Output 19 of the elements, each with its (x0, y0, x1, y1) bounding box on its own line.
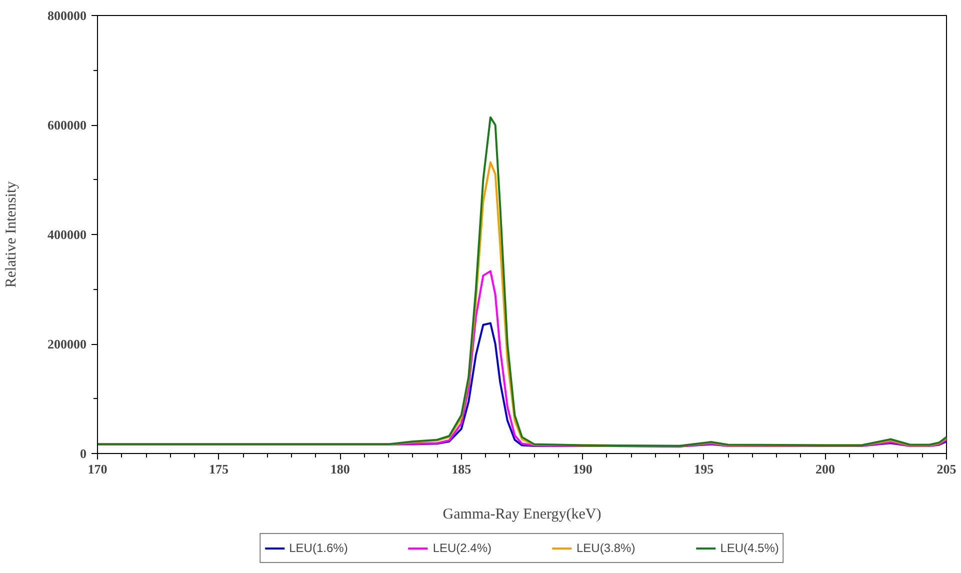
x-tick-label: 190 (572, 462, 592, 476)
legend-label: LEU(1.6%) (289, 540, 348, 554)
legend-label: LEU(2.4%) (432, 540, 492, 554)
legend-label: LEU(3.8%) (576, 540, 636, 554)
x-tick-label: 200 (815, 462, 835, 476)
x-axis-title: Gamma-Ray Energy(keV) (442, 506, 602, 522)
x-tick-label: 180 (330, 462, 350, 476)
x-tick-label: 205 (936, 462, 957, 476)
y-tick-label: 600000 (48, 118, 86, 132)
y-tick-label: 800000 (48, 8, 86, 23)
x-tick-label: 170 (88, 462, 108, 476)
x-tick-label: 175 (209, 462, 230, 476)
y-tick-label: 0 (80, 446, 86, 461)
x-tick-label: 185 (452, 462, 472, 476)
x-tick-label: 195 (694, 462, 714, 476)
y-tick-label: 200000 (48, 336, 86, 352)
y-axis-title: Relative Intensity (4, 180, 20, 288)
legend-label: LEU(4.5%) (720, 540, 779, 554)
y-tick-label: 400000 (48, 227, 86, 242)
